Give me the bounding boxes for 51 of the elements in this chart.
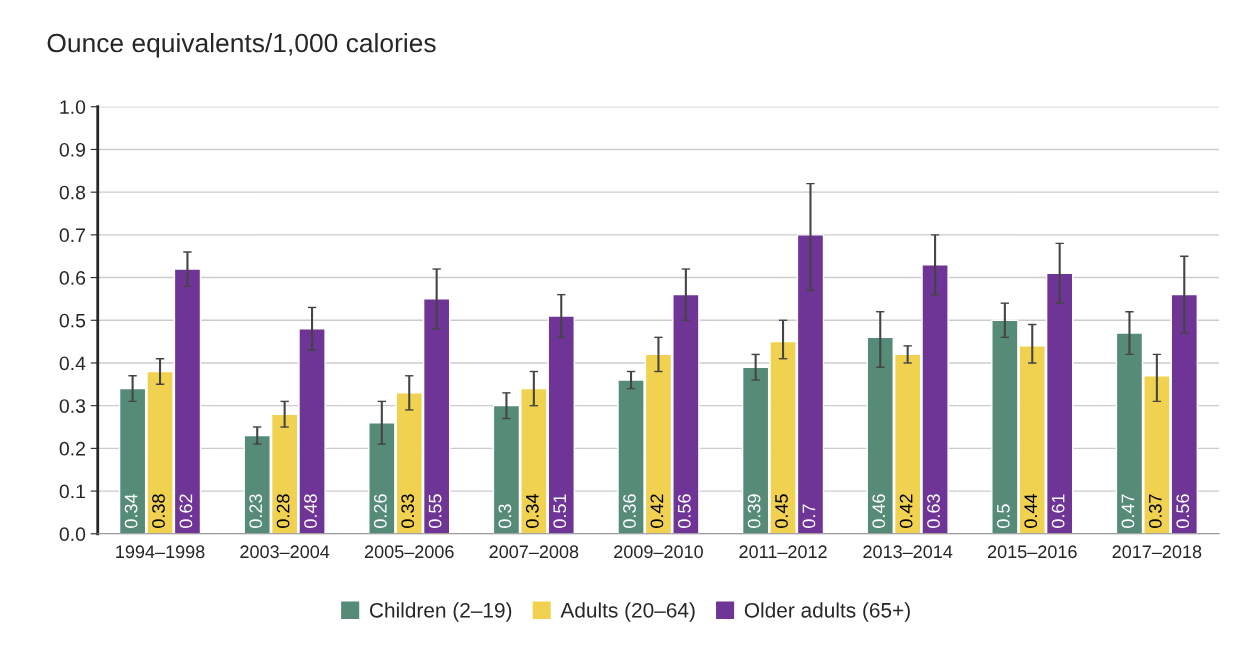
- data-label: 0.3: [498, 504, 512, 528]
- x-tick-label: 2005–2006: [364, 545, 454, 559]
- data-label: 0.44: [1024, 494, 1038, 528]
- data-label: 0.46: [872, 494, 886, 528]
- y-tick-label: 0.1: [59, 484, 85, 499]
- data-label: 0.26: [373, 494, 387, 528]
- x-tick-label: 2007–2008: [489, 545, 579, 559]
- data-label: 0.34: [525, 494, 539, 528]
- data-label: 0.61: [1051, 494, 1065, 528]
- y-tick-label: 1.0: [60, 100, 86, 114]
- data-label: 0.48: [304, 494, 317, 528]
- data-label: 0.38: [152, 494, 165, 528]
- x-tick-label: 2017–2018: [1112, 545, 1202, 559]
- legend-label: Older adults (65+): [744, 602, 910, 622]
- data-label: 0.33: [401, 494, 415, 528]
- y-tick-label: 0.2: [59, 441, 85, 456]
- data-label: 0.51: [553, 494, 567, 528]
- y-tick-label: 0.9: [59, 142, 86, 157]
- y-tick-label: 0.6: [59, 271, 86, 285]
- x-tick-label: 1994–1998: [116, 545, 205, 559]
- x-tick-label: 2009–2010: [614, 545, 703, 559]
- y-tick-label: 0.5: [59, 313, 86, 328]
- data-label: 0.42: [899, 494, 913, 528]
- y-tick-label: 0.4: [59, 356, 86, 371]
- data-label: 0.56: [677, 494, 691, 528]
- data-label: 0.23: [249, 494, 263, 528]
- x-tick-label: 2015–2016: [987, 545, 1077, 559]
- data-label: 0.36: [623, 494, 636, 528]
- x-tick-label: 2011–2012: [739, 545, 827, 559]
- chart-title: Ounce equivalents/1,000 calories: [47, 32, 436, 58]
- data-label: 0.63: [927, 494, 940, 528]
- y-tick-label: 0.3: [59, 399, 86, 413]
- x-tick-label: 2003–2004: [240, 545, 330, 559]
- x-tick-label: 2013–2014: [863, 545, 953, 559]
- data-label: 0.28: [276, 494, 290, 528]
- data-label: 0.62: [179, 494, 193, 528]
- data-label: 0.42: [650, 494, 664, 528]
- data-label: 0.37: [1148, 494, 1162, 528]
- data-label: 0.55: [428, 494, 442, 528]
- legend-label: Children (2–19): [369, 602, 512, 622]
- data-label: 0.34: [124, 494, 138, 528]
- legend-label: Adults (20–64): [560, 602, 695, 622]
- data-label: 0.7: [802, 504, 816, 528]
- data-label: 0.47: [1121, 494, 1135, 528]
- y-tick-label: 0.7: [59, 228, 85, 243]
- data-label: 0.45: [775, 494, 788, 528]
- y-tick-label: 0.8: [59, 185, 86, 200]
- data-label: 0.56: [1176, 494, 1190, 528]
- data-label: 0.5: [996, 504, 1010, 528]
- data-label: 0.39: [747, 494, 761, 528]
- y-tick-label: 0.0: [59, 527, 86, 542]
